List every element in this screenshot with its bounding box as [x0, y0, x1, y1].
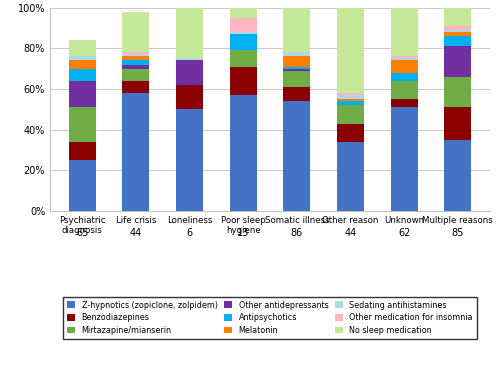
Bar — [122, 69, 150, 81]
Bar — [444, 46, 471, 77]
Text: 6: 6 — [186, 228, 192, 238]
Bar — [176, 8, 203, 58]
Bar — [230, 8, 256, 18]
Text: 44: 44 — [344, 228, 356, 238]
Bar — [337, 8, 364, 93]
Bar — [69, 160, 96, 211]
Bar — [337, 101, 364, 105]
Bar — [337, 124, 364, 142]
Bar — [122, 60, 150, 64]
Bar — [176, 60, 203, 85]
Bar — [337, 95, 364, 99]
Text: 62: 62 — [398, 228, 410, 238]
Bar — [284, 87, 310, 101]
Bar — [444, 107, 471, 140]
Bar — [69, 57, 96, 60]
Bar — [69, 40, 96, 57]
Bar — [69, 69, 96, 81]
Bar — [122, 93, 150, 211]
Bar — [337, 105, 364, 124]
Bar — [230, 34, 256, 50]
Bar — [390, 6, 417, 57]
Bar — [337, 99, 364, 101]
Text: 85: 85 — [452, 228, 464, 238]
Bar — [337, 93, 364, 95]
Bar — [284, 52, 310, 57]
Bar — [390, 73, 417, 81]
Bar — [69, 60, 96, 69]
Bar — [230, 95, 256, 211]
Bar — [284, 101, 310, 211]
Bar — [122, 57, 150, 60]
Bar — [230, 50, 256, 67]
Bar — [122, 54, 150, 57]
Bar — [69, 107, 96, 142]
Bar — [390, 99, 417, 107]
Bar — [444, 6, 471, 26]
Text: 13: 13 — [237, 228, 250, 238]
Bar — [230, 18, 256, 32]
Bar — [444, 26, 471, 30]
Bar — [284, 8, 310, 52]
Bar — [444, 36, 471, 46]
Bar — [337, 142, 364, 211]
Bar — [444, 140, 471, 211]
Legend: Z-hypnotics (zopiclone, zolpidem), Benzodiazepines, Mirtazapine/mianserin, Other: Z-hypnotics (zopiclone, zolpidem), Benzo… — [63, 297, 477, 339]
Bar — [444, 30, 471, 32]
Bar — [390, 60, 417, 73]
Bar — [390, 81, 417, 99]
Bar — [444, 77, 471, 107]
Bar — [284, 67, 310, 69]
Bar — [390, 58, 417, 60]
Bar — [176, 109, 203, 211]
Bar — [230, 67, 256, 95]
Text: 86: 86 — [290, 228, 303, 238]
Bar — [230, 32, 256, 34]
Bar — [122, 64, 150, 69]
Bar — [122, 52, 150, 54]
Bar — [69, 142, 96, 160]
Bar — [390, 107, 417, 211]
Bar — [122, 12, 150, 52]
Bar — [284, 57, 310, 67]
Bar — [444, 32, 471, 36]
Bar — [390, 57, 417, 58]
Bar — [176, 58, 203, 60]
Bar — [284, 69, 310, 70]
Bar — [69, 81, 96, 107]
Bar — [176, 85, 203, 109]
Bar — [122, 81, 150, 93]
Bar — [284, 70, 310, 87]
Text: 65: 65 — [76, 228, 88, 238]
Text: 44: 44 — [130, 228, 142, 238]
